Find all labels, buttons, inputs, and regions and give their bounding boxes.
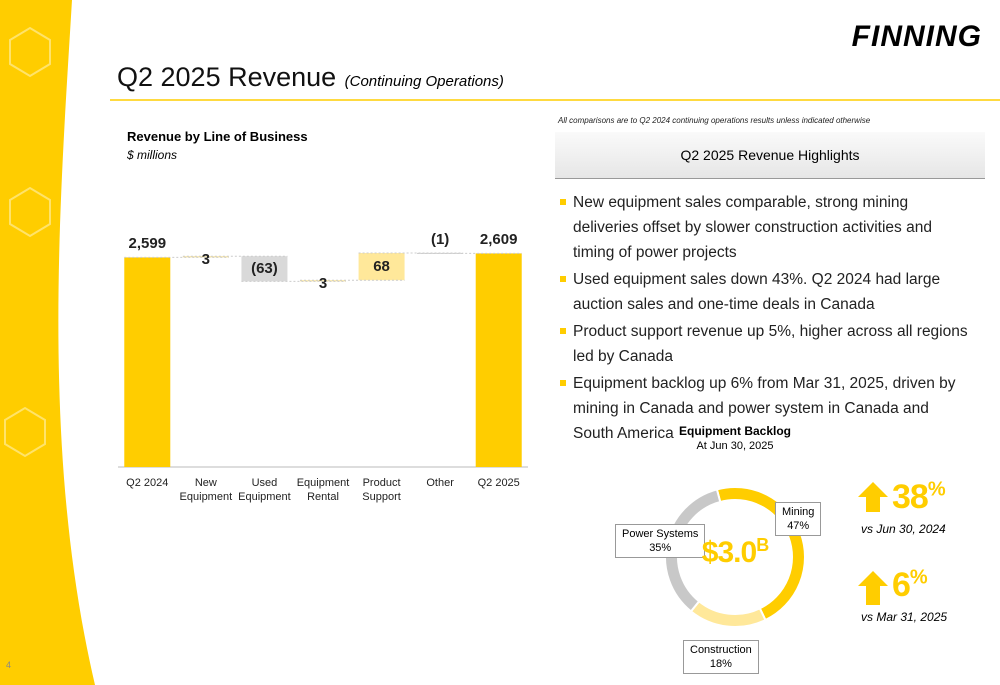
x-tick-label: Product Support bbox=[362, 477, 401, 503]
donut-slice bbox=[689, 599, 767, 628]
slice-name: Power Systems bbox=[622, 528, 699, 540]
hex-pattern bbox=[4, 26, 51, 458]
x-tick-label: Equipment Rental bbox=[296, 477, 350, 503]
bullet: Equipment backlog up 6% from Mar 31, 202… bbox=[558, 371, 973, 446]
slice-value: 18% bbox=[709, 658, 732, 670]
title: Q2 2025 Revenue bbox=[117, 62, 337, 92]
bar bbox=[358, 253, 405, 281]
bullet-list: New equipment sales comparable, strong m… bbox=[558, 190, 973, 448]
slice-label: Mining 47% bbox=[775, 502, 822, 536]
stat-unit: % bbox=[927, 478, 946, 501]
data-label: 2,609 bbox=[479, 231, 518, 249]
donut-slice bbox=[664, 488, 722, 613]
stat-number: 6 bbox=[892, 566, 911, 604]
chart-subtitle: $ millions bbox=[127, 148, 178, 162]
x-tick-label: Q2 2024 bbox=[126, 477, 169, 489]
page-number: 4 bbox=[6, 660, 12, 670]
data-label: 2,599 bbox=[128, 235, 167, 253]
donut-subtitle: At Jun 30, 2025 bbox=[696, 440, 774, 452]
stat-unit: % bbox=[909, 566, 928, 589]
note: All comparisons are to Q2 2024 continuin… bbox=[558, 116, 871, 125]
up-arrow bbox=[858, 571, 888, 605]
subtitle: (Continuing Operations) bbox=[344, 73, 504, 90]
bar bbox=[475, 253, 522, 467]
up-arrow bbox=[858, 482, 888, 512]
slice-name: Mining bbox=[782, 506, 815, 518]
center-value: $3.0 bbox=[701, 536, 757, 569]
bar bbox=[241, 256, 288, 282]
stat-value: 6% bbox=[892, 566, 928, 605]
slice-name: Construction bbox=[690, 644, 752, 656]
center-label: $3.0B bbox=[675, 535, 795, 570]
x-tick-label: Used Equipment bbox=[238, 477, 291, 503]
title-block: Q2 2025 Revenue (Continuing Operations) bbox=[117, 62, 504, 93]
center-unit: B bbox=[756, 535, 769, 555]
slice-value: 47% bbox=[787, 520, 810, 532]
data-label: (63) bbox=[251, 259, 278, 277]
data-label: 68 bbox=[373, 257, 390, 275]
bullet: New equipment sales comparable, strong m… bbox=[558, 190, 973, 265]
x-tick-label: New Equipment bbox=[179, 477, 233, 503]
stat-value: 38% bbox=[892, 478, 946, 517]
data-label: 3 bbox=[201, 251, 211, 269]
chart-title: Revenue by Line of Business bbox=[127, 129, 308, 144]
bullet: Used equipment sales down 43%. Q2 2024 h… bbox=[558, 267, 973, 317]
stat-caption: vs Mar 31, 2025 bbox=[861, 610, 948, 624]
bar bbox=[300, 280, 346, 282]
stat-caption: vs Jun 30, 2024 bbox=[861, 522, 946, 536]
bar bbox=[182, 256, 229, 258]
data-label: 3 bbox=[318, 275, 328, 293]
slice-label: Power Systems 35% bbox=[615, 524, 706, 558]
donut-title: Equipment Backlog bbox=[678, 424, 791, 438]
logo: FINNING bbox=[851, 20, 982, 53]
slice-value: 35% bbox=[649, 542, 672, 554]
stat-number: 38 bbox=[892, 478, 929, 516]
bullet: Product support revenue up 5%, higher ac… bbox=[558, 319, 973, 369]
slice-label: Construction 18% bbox=[683, 640, 759, 674]
side-band bbox=[0, 0, 95, 685]
x-tick-label: Q2 2025 bbox=[477, 477, 520, 489]
x-tick-label: Other bbox=[426, 477, 454, 489]
highlights-title: Q2 2025 Revenue Highlights bbox=[555, 132, 985, 178]
data-label: (1) bbox=[430, 231, 450, 248]
bar bbox=[124, 257, 171, 467]
